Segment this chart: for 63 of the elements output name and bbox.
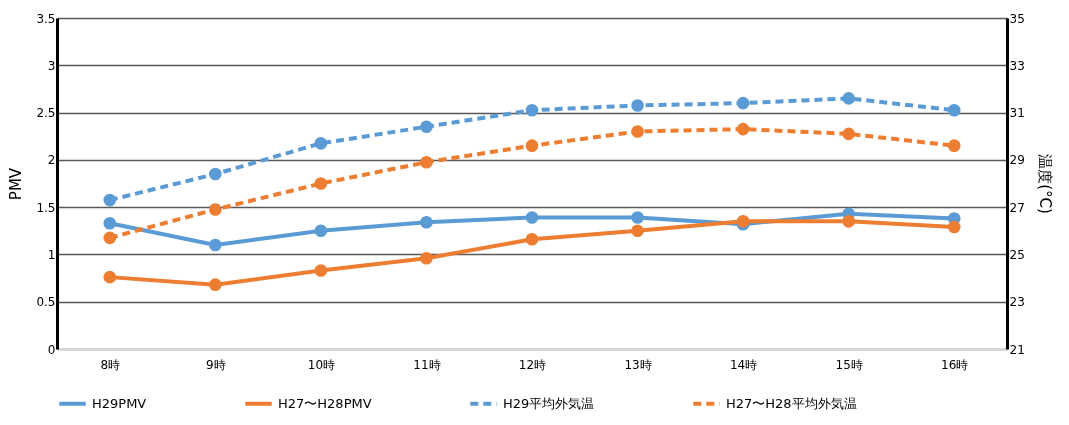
y-tick-label: 0.5: [36, 295, 56, 310]
x-tick-label: 15時: [835, 357, 863, 372]
point: [209, 167, 222, 181]
y-tick-label: 1: [47, 247, 56, 262]
x-tick-label: 10時: [307, 357, 336, 372]
point: [209, 238, 222, 252]
point: [209, 278, 222, 291]
y2-tick-label: 31: [1009, 106, 1025, 121]
point: [736, 122, 750, 136]
point: [103, 216, 117, 230]
y-tick-label: 3.5: [36, 11, 56, 26]
point: [314, 224, 328, 238]
point: [631, 211, 644, 224]
point: [631, 99, 644, 112]
point: [525, 232, 539, 246]
y2-axis-title: 温度(°C): [1035, 154, 1054, 214]
point: [420, 215, 433, 229]
point: [103, 231, 117, 245]
legend-label: H29平均外気温: [503, 395, 595, 411]
y2-tick-label: 23: [1009, 295, 1025, 310]
point: [314, 136, 328, 150]
y2-tick-label: 25: [1009, 247, 1025, 262]
point: [631, 125, 644, 138]
point: [420, 251, 433, 265]
y-axis-title: PMV: [7, 167, 26, 201]
y-tick-label: 2: [47, 153, 56, 168]
point: [420, 120, 433, 134]
point: [842, 92, 855, 105]
point: [103, 270, 117, 284]
y-tick-label: 0: [47, 342, 56, 357]
point: [736, 96, 750, 110]
x-tick-label: 13時: [624, 357, 652, 372]
point: [947, 139, 961, 152]
point: [525, 103, 539, 117]
point: [314, 177, 328, 190]
legend-label: H27〜H28PMV: [278, 395, 372, 411]
legend-label: H29PMV: [92, 395, 147, 411]
x-tick-label: 12時: [518, 357, 547, 372]
point: [947, 103, 961, 117]
point: [842, 127, 855, 141]
y2-tick-label: 29: [1009, 153, 1025, 168]
y2-tick-label: 33: [1009, 58, 1025, 73]
point: [525, 211, 539, 224]
y2-tick-label: 27: [1009, 200, 1025, 215]
point: [209, 203, 222, 216]
point: [314, 264, 328, 277]
y-tick-label: 1.5: [36, 200, 56, 215]
point: [525, 139, 539, 152]
x-tick-label: 14時: [729, 357, 758, 372]
point: [103, 193, 117, 207]
y2-tick-label: 21: [1009, 342, 1025, 357]
legend-label: H27〜H28平均外気温: [726, 395, 857, 411]
x-tick-label: 16時: [941, 357, 969, 372]
point: [420, 155, 433, 169]
y2-tick-label: 35: [1009, 11, 1025, 26]
x-tick-label: 8時: [100, 357, 121, 372]
y-tick-label: 3: [47, 58, 56, 73]
y-tick-label: 2.5: [36, 106, 56, 121]
point: [631, 224, 644, 238]
point: [947, 220, 961, 234]
x-tick-label: 11時: [413, 357, 441, 372]
x-tick-label: 9時: [206, 357, 226, 372]
point: [842, 215, 855, 228]
